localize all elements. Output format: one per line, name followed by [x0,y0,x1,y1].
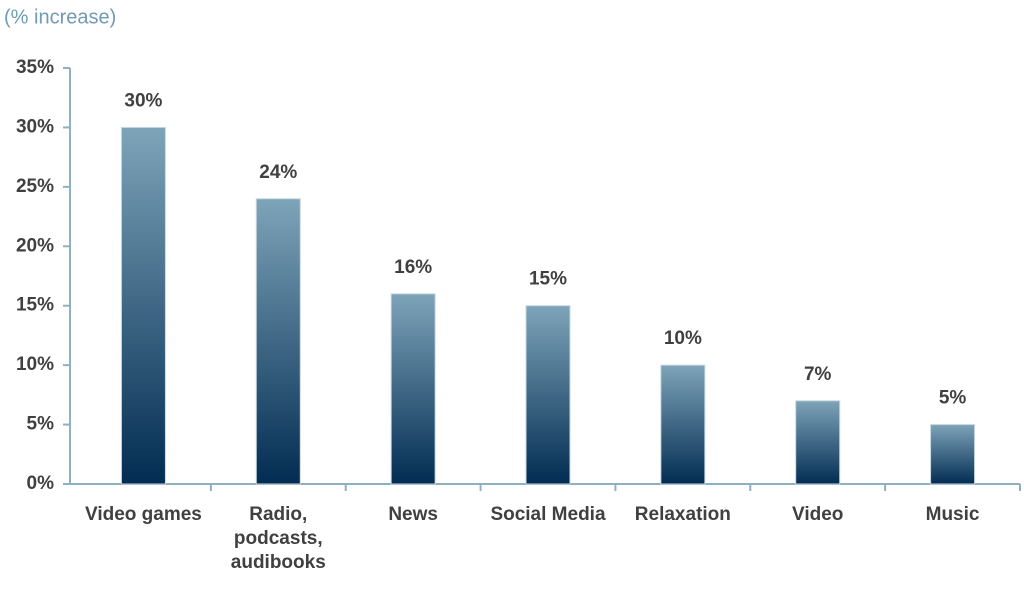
x-tick-label: Music [925,504,980,525]
data-label: 7% [804,364,832,385]
y-tick-label: 25% [16,176,54,197]
data-label: 15% [529,269,567,290]
bar [390,293,436,485]
x-tick-label: News [388,504,438,525]
bar [660,364,706,485]
bar [120,126,166,485]
bar [795,400,841,485]
data-label: 10% [664,328,702,349]
x-tick-label: Video [792,504,844,525]
y-axis-label: (% increase) [4,6,116,28]
x-tick-label: Social Media [490,504,606,525]
x-tick-label: Video games [84,504,202,525]
x-tick-label: Relaxation [634,504,731,525]
bar [525,305,571,485]
data-label: 5% [939,388,967,409]
data-label: 24% [259,162,297,183]
y-tick-label: 0% [27,473,55,494]
y-tick-label: 20% [16,235,54,256]
data-label: 16% [394,257,432,278]
y-tick-label: 30% [16,116,54,137]
y-tick-label: 10% [16,354,54,375]
y-tick-label: 35% [16,57,54,78]
data-label: 30% [124,90,162,111]
bar [255,198,301,485]
x-tick-label: Radio, podcasts, audibooks [230,504,326,573]
y-tick-label: 15% [16,295,54,316]
bar [930,424,976,485]
y-tick-label: 5% [27,414,55,435]
